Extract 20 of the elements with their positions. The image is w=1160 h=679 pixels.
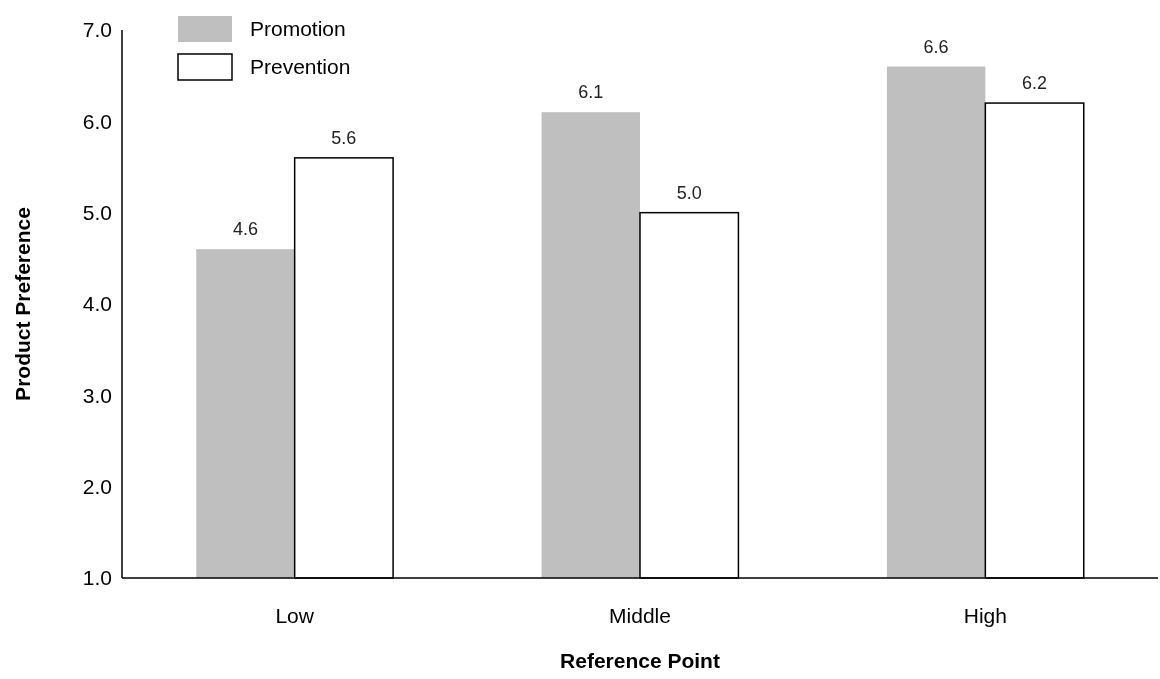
data-label: 4.6 bbox=[232, 219, 258, 240]
legend-label: Promotion bbox=[250, 17, 346, 41]
x-tick-label: High bbox=[963, 604, 1007, 627]
y-tick-label: 4.0 bbox=[82, 292, 112, 316]
y-tick-label: 1.0 bbox=[82, 566, 112, 590]
y-tick-label: 3.0 bbox=[82, 383, 112, 407]
y-tick-label: 2.0 bbox=[82, 475, 112, 499]
x-tick-label: Middle bbox=[609, 604, 671, 627]
x-axis-title: Reference Point bbox=[560, 649, 720, 672]
data-label: 5.0 bbox=[676, 182, 702, 203]
data-label: 6.2 bbox=[1022, 73, 1048, 94]
y-tick-label: 7.0 bbox=[82, 18, 112, 42]
x-tick-label: Low bbox=[275, 604, 315, 627]
y-axis-title: Product Preference bbox=[11, 207, 34, 401]
data-label: 6.1 bbox=[578, 82, 604, 103]
data-label: 5.6 bbox=[331, 127, 357, 148]
y-tick-label: 6.0 bbox=[82, 109, 112, 133]
data-label: 6.6 bbox=[923, 36, 949, 57]
y-tick-label: 5.0 bbox=[82, 201, 112, 225]
legend-label: Prevention bbox=[250, 55, 351, 79]
